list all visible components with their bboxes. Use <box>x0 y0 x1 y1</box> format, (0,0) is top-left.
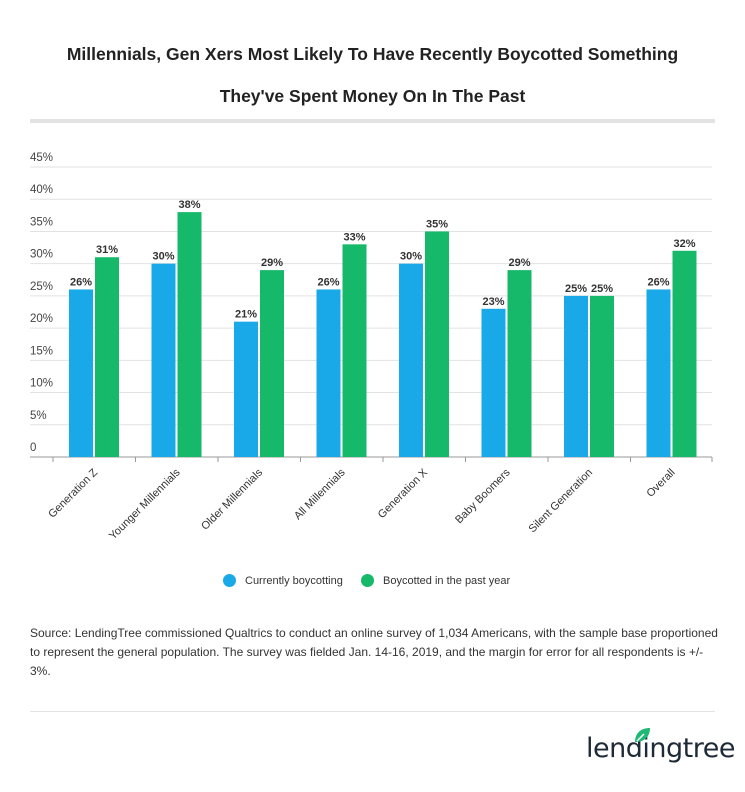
data-label: 23% <box>482 296 504 308</box>
bar <box>95 257 119 457</box>
legend-swatch <box>361 574 374 587</box>
data-label: 26% <box>317 276 339 288</box>
chart-title-line-1: Millennials, Gen Xers Most Likely To Hav… <box>66 44 679 64</box>
title-divider <box>30 119 715 123</box>
legend-item-currently: Currently boycotting <box>223 574 343 587</box>
bar <box>69 289 93 457</box>
bar <box>481 308 506 457</box>
legend-swatch <box>223 574 236 587</box>
data-label: 29% <box>261 257 283 269</box>
data-label: 30% <box>400 251 422 263</box>
y-tick-label: 35% <box>30 216 53 228</box>
data-label: 25% <box>591 283 613 295</box>
x-tick-label: Silent Generation <box>527 467 596 536</box>
x-tick-label: Older Millennials <box>199 466 265 532</box>
data-label: 26% <box>647 276 669 288</box>
y-tick-label: 0 <box>30 442 36 454</box>
bar <box>564 295 588 457</box>
chart-title-line-2: They've Spent Money On In The Past <box>219 86 526 106</box>
x-tick-label: Overall <box>644 467 677 500</box>
x-tick-label: All Millennials <box>292 466 348 522</box>
y-tick-label: 20% <box>30 313 53 325</box>
legend-label: Boycotted in the past year <box>383 574 511 587</box>
data-label: 21% <box>235 309 257 321</box>
data-label: 32% <box>673 238 695 250</box>
y-tick-label: 45% <box>30 152 53 164</box>
bar <box>399 263 423 457</box>
bar <box>507 270 532 457</box>
x-tick-label: Generation X <box>376 466 431 521</box>
data-label: 31% <box>96 244 118 256</box>
data-label: 35% <box>426 218 448 230</box>
bar <box>425 231 449 457</box>
data-label: 38% <box>178 199 200 211</box>
x-tick-label: Generation Z <box>46 466 100 520</box>
data-label: 29% <box>508 257 530 269</box>
lendingtree-logo: lendingtree <box>586 728 735 764</box>
legend-item-past-year: Boycotted in the past year <box>361 574 510 587</box>
y-tick-label: 25% <box>30 281 53 293</box>
data-label: 33% <box>343 231 365 243</box>
bar <box>234 321 258 457</box>
bar <box>260 270 284 457</box>
bar <box>646 289 671 457</box>
x-tick-label: Baby Boomers <box>453 466 513 526</box>
legend-label: Currently boycotting <box>245 574 343 587</box>
bar <box>672 250 697 457</box>
data-label: 26% <box>70 276 92 288</box>
source-note: Source: LendingTree commissioned Qualtri… <box>30 626 718 678</box>
y-tick-label: 5% <box>30 410 47 422</box>
y-tick-label: 30% <box>30 249 53 261</box>
data-label: 30% <box>152 251 174 263</box>
bar <box>342 244 367 457</box>
bar-chart: 0 5% 10% 15% 20% 25% 30% 35% 40% 45% 26% 31% Generat… <box>30 152 713 542</box>
leaf-icon <box>635 728 650 742</box>
bar <box>316 289 341 457</box>
y-tick-label: 40% <box>30 184 53 196</box>
bar <box>151 263 176 457</box>
y-tick-label: 10% <box>30 378 53 390</box>
footer-divider <box>30 711 715 712</box>
bar <box>177 212 202 457</box>
bar <box>590 295 614 457</box>
x-tick-label: Younger Millennials <box>107 466 183 542</box>
data-label: 25% <box>565 283 587 295</box>
y-tick-label: 15% <box>30 345 53 357</box>
